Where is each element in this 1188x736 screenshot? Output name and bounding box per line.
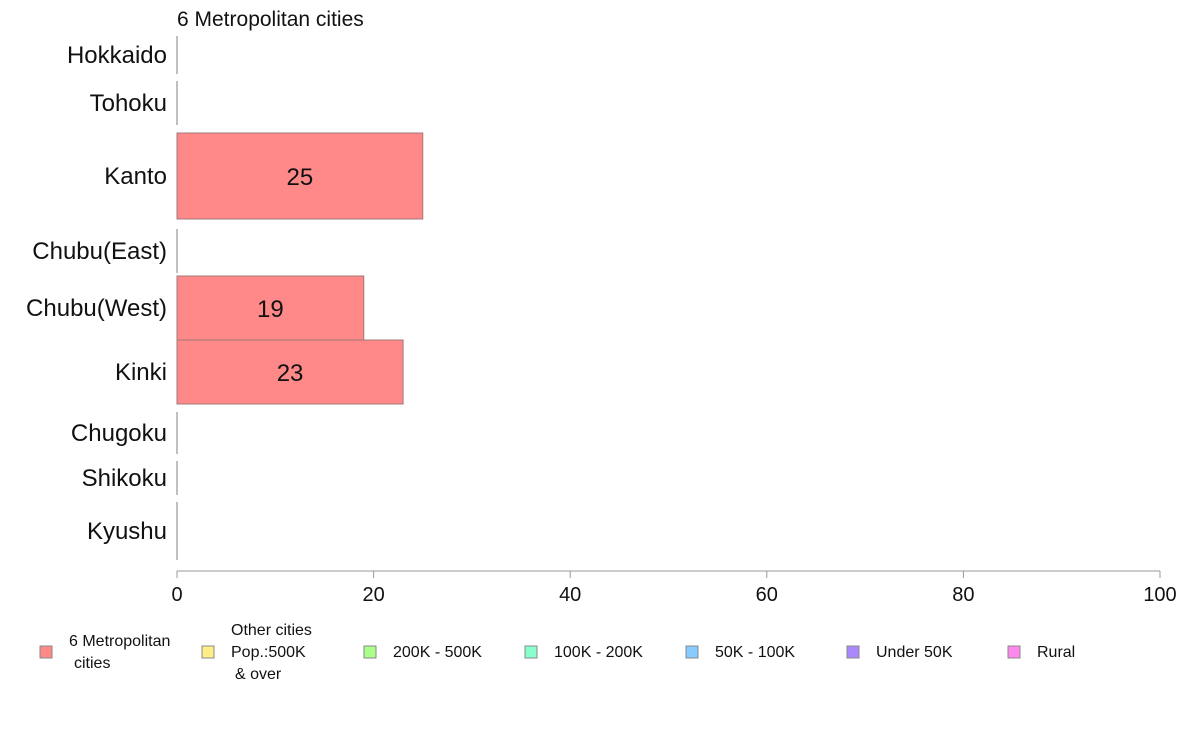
legend-label-1-1: Pop.:500K — [231, 644, 306, 661]
legend-swatch-1 — [201, 645, 215, 659]
bar-kanto — [176, 132, 424, 220]
category-label-tohoku: Tohoku — [90, 90, 167, 117]
legend-label-1-0: Other cities — [231, 622, 312, 639]
legend-label-4-0: 50K - 100K — [715, 644, 795, 661]
x-tick-label-20: 20 — [362, 584, 384, 606]
category-label-hokkaido: Hokkaido — [67, 42, 167, 69]
category-label-chubu-east: Chubu(East) — [32, 238, 167, 265]
category-label-kyushu: Kyushu — [87, 518, 167, 545]
x-tick-label-100: 100 — [1143, 584, 1176, 606]
legend-label-3-0: 100K - 200K — [554, 644, 643, 661]
category-label-chugoku: Chugoku — [71, 420, 167, 447]
data-label-chubu-west: 19 — [257, 296, 284, 323]
legend-label-2-0: 200K - 500K — [393, 644, 482, 661]
legend-swatch-2 — [363, 645, 377, 659]
category-label-chubu-west: Chubu(West) — [26, 295, 167, 322]
legend-swatch-5 — [846, 645, 860, 659]
category-label-kinki: Kinki — [115, 359, 167, 386]
legend-label-6-0: Rural — [1037, 644, 1075, 661]
data-label-kanto: 25 — [287, 164, 314, 191]
legend-swatch-6 — [1007, 645, 1021, 659]
x-tick-label-40: 40 — [559, 584, 581, 606]
x-tick-label-60: 60 — [756, 584, 778, 606]
legend-label-0-1: cities — [74, 655, 110, 672]
legend-label-1-2: & over — [235, 666, 282, 683]
bar-kinki — [176, 339, 404, 405]
category-label-shikoku: Shikoku — [82, 465, 167, 492]
legend-swatch-0 — [39, 645, 53, 659]
legend: 6 Metropolitan cities Other cities Pop.:500… — [39, 622, 1075, 683]
legend-label-5-0: Under 50K — [876, 644, 953, 661]
x-axis: 0 20 40 60 80 100 — [171, 570, 1177, 606]
category-labels: Hokkaido Tohoku Kanto Chubu(East) Chubu(West… — [26, 42, 167, 545]
x-tick-label-80: 80 — [952, 584, 974, 606]
legend-label-0-0: 6 Metropolitan — [69, 633, 170, 650]
category-label-kanto: Kanto — [104, 163, 167, 190]
legend-swatch-3 — [524, 645, 538, 659]
data-label-kinki: 23 — [277, 360, 304, 387]
bar-chubu-west — [176, 275, 365, 341]
legend-swatch-4 — [685, 645, 699, 659]
chart-title: 6 Metropolitan cities — [177, 8, 364, 31]
bars: 25 19 23 — [176, 36, 424, 560]
x-tick-label-0: 0 — [171, 584, 182, 606]
